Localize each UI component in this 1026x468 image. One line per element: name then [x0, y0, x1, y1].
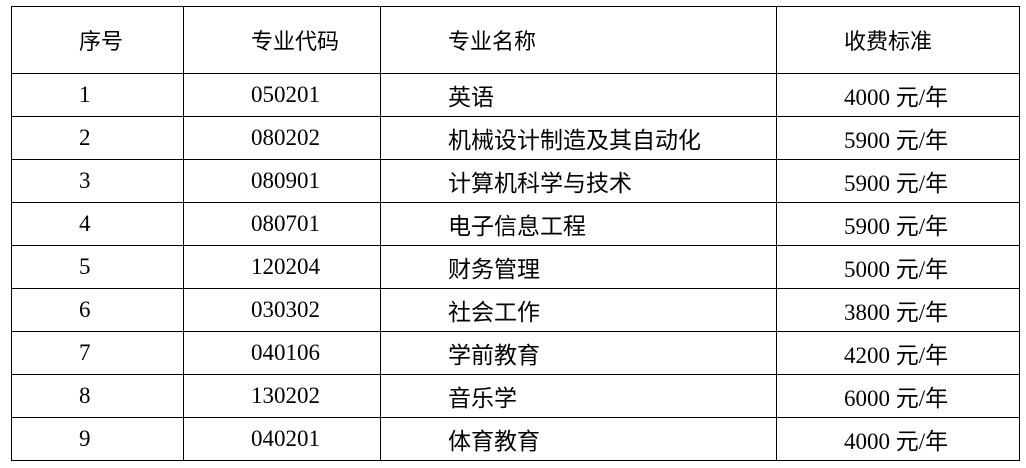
tuition-table: 序号 专业代码 专业名称 收费标准 1 050201 英语 4000 元/年 2 0802… — [11, 6, 1020, 461]
cell-major-code: 080701 — [183, 202, 381, 246]
cell-major-code: 040201 — [183, 417, 381, 461]
cell-fee: 5900 元/年 — [776, 116, 1020, 160]
cell-fee: 5900 元/年 — [776, 159, 1020, 203]
table-row: 4 080701 电子信息工程 5900 元/年 — [11, 202, 1020, 246]
cell-fee: 6000 元/年 — [776, 374, 1020, 418]
table-row: 5 120204 财务管理 5000 元/年 — [11, 245, 1020, 289]
cell-index: 6 — [11, 288, 184, 332]
cell-major-code: 030302 — [183, 288, 381, 332]
cell-index: 7 — [11, 331, 184, 375]
cell-fee: 3800 元/年 — [776, 288, 1020, 332]
cell-fee: 4000 元/年 — [776, 73, 1020, 117]
table-row: 8 130202 音乐学 6000 元/年 — [11, 374, 1020, 418]
cell-index: 3 — [11, 159, 184, 203]
cell-major-code: 080202 — [183, 116, 381, 160]
cell-index: 5 — [11, 245, 184, 289]
cell-major-name: 学前教育 — [380, 331, 777, 375]
cell-major-name: 机械设计制造及其自动化 — [380, 116, 777, 160]
cell-major-name: 社会工作 — [380, 288, 777, 332]
table-row: 1 050201 英语 4000 元/年 — [11, 73, 1020, 117]
table-row: 3 080901 计算机科学与技术 5900 元/年 — [11, 159, 1020, 203]
cell-fee: 4000 元/年 — [776, 417, 1020, 461]
cell-index: 8 — [11, 374, 184, 418]
cell-major-name: 英语 — [380, 73, 777, 117]
cell-major-name: 电子信息工程 — [380, 202, 777, 246]
cell-index: 2 — [11, 116, 184, 160]
cell-major-code: 080901 — [183, 159, 381, 203]
cell-major-name: 财务管理 — [380, 245, 777, 289]
cell-major-code: 130202 — [183, 374, 381, 418]
cell-major-name: 音乐学 — [380, 374, 777, 418]
table-row: 2 080202 机械设计制造及其自动化 5900 元/年 — [11, 116, 1020, 160]
cell-fee: 4200 元/年 — [776, 331, 1020, 375]
header-fee: 收费标准 — [776, 6, 1020, 74]
cell-fee: 5900 元/年 — [776, 202, 1020, 246]
header-index: 序号 — [11, 6, 184, 74]
cell-index: 1 — [11, 73, 184, 117]
table-row: 6 030302 社会工作 3800 元/年 — [11, 288, 1020, 332]
cell-index: 9 — [11, 417, 184, 461]
cell-fee: 5000 元/年 — [776, 245, 1020, 289]
cell-major-code: 120204 — [183, 245, 381, 289]
header-row: 序号 专业代码 专业名称 收费标准 — [11, 6, 1020, 74]
cell-major-code: 040106 — [183, 331, 381, 375]
cell-index: 4 — [11, 202, 184, 246]
cell-major-code: 050201 — [183, 73, 381, 117]
cell-major-name: 计算机科学与技术 — [380, 159, 777, 203]
header-major-name: 专业名称 — [380, 6, 777, 74]
table-row: 9 040201 体育教育 4000 元/年 — [11, 417, 1020, 461]
cell-major-name: 体育教育 — [380, 417, 777, 461]
header-major-code: 专业代码 — [183, 6, 381, 74]
table-row: 7 040106 学前教育 4200 元/年 — [11, 331, 1020, 375]
